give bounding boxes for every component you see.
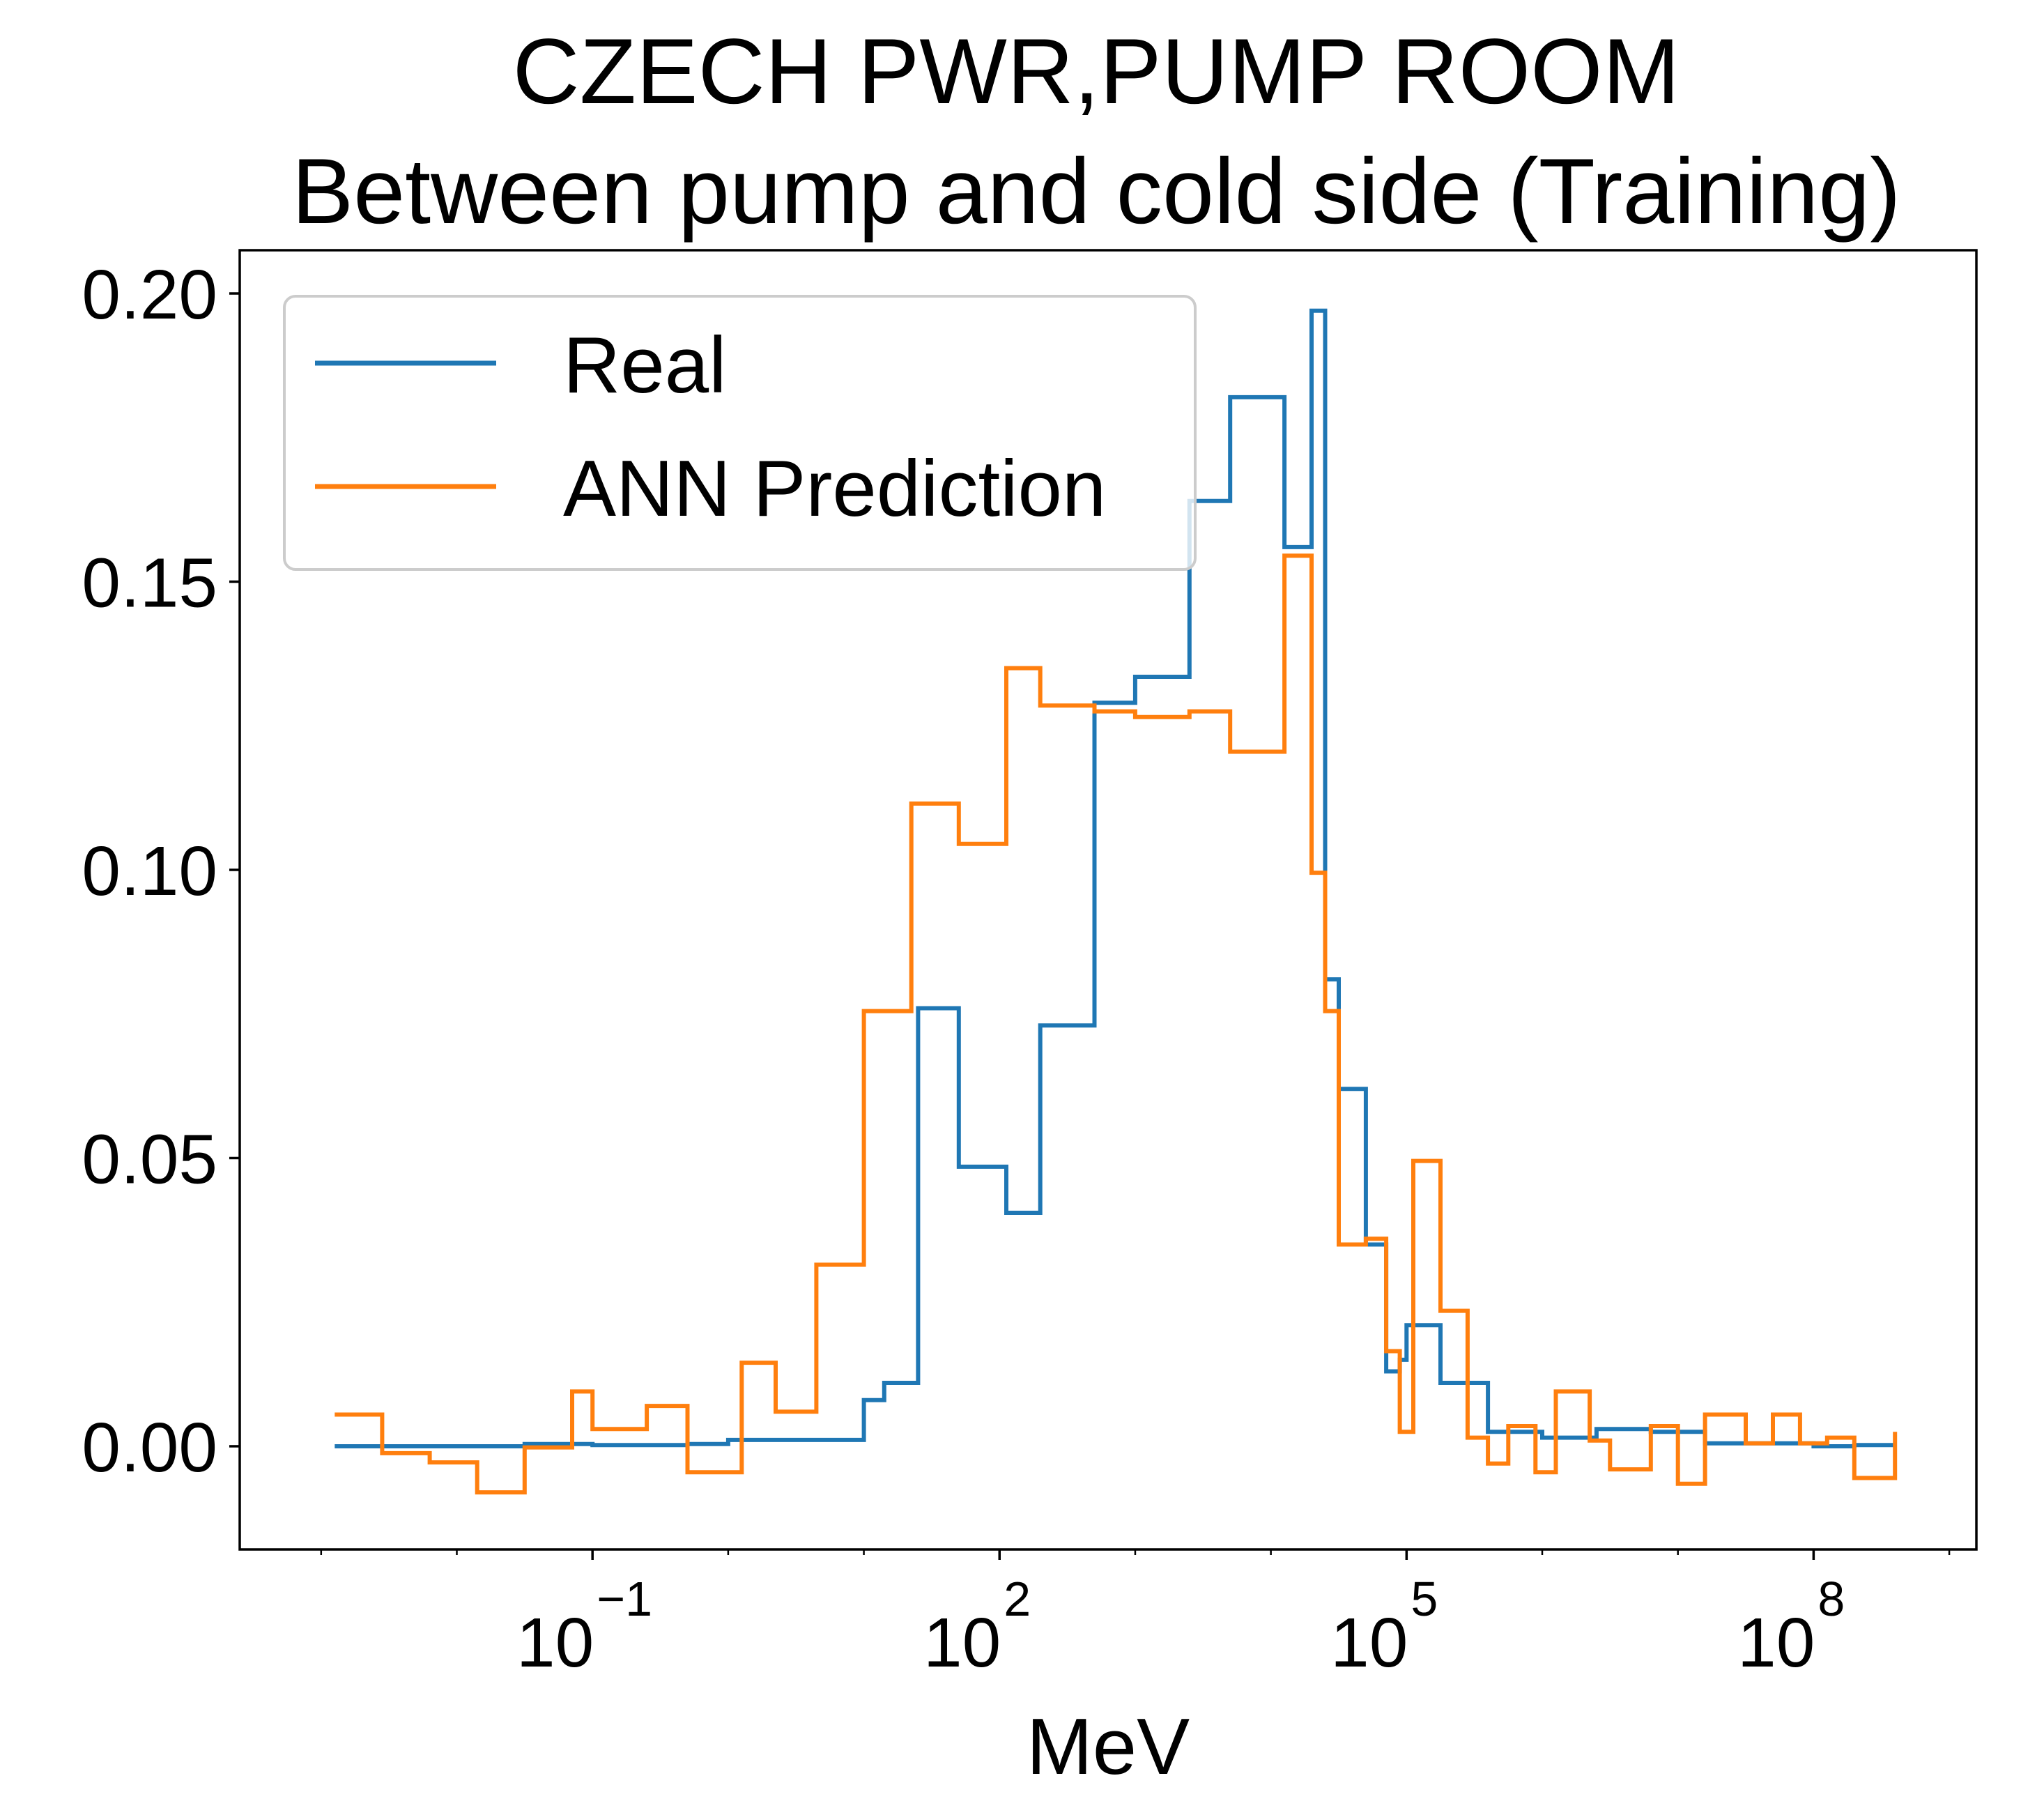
- x-tick-label-exponent: 5: [1411, 1572, 1438, 1626]
- legend: Real ANN Prediction: [283, 295, 1197, 571]
- x-axis-label: MeV: [1027, 1703, 1190, 1791]
- y-tick-label: 0.00: [82, 1409, 217, 1487]
- series-ann-prediction: [335, 553, 1898, 1495]
- legend-label-ann-prediction: ANN Prediction: [563, 445, 1106, 533]
- y-tick-label: 0.05: [82, 1120, 217, 1198]
- x-tick-label-exponent: 8: [1818, 1572, 1845, 1626]
- x-tick-label-base: 10: [516, 1604, 594, 1682]
- x-tick-label-exponent: 2: [1004, 1572, 1031, 1626]
- x-tick-label-exponent: −1: [597, 1572, 652, 1626]
- series-real: [335, 308, 1896, 1448]
- y-tick-label: 0.15: [82, 544, 217, 622]
- series-layer: [335, 308, 1898, 1495]
- legend-box: [283, 295, 1197, 571]
- chart-title-line-1: CZECH PWR,PUMP ROOM: [513, 20, 1680, 123]
- y-tick-label: 0.20: [82, 256, 217, 334]
- x-tick-label-base: 10: [923, 1604, 1001, 1682]
- legend-label-real: Real: [563, 321, 726, 410]
- x-tick-label-base: 10: [1737, 1604, 1815, 1682]
- y-tick-label: 0.10: [82, 832, 217, 910]
- chart-title-line-2: Between pump and cold side (Training): [291, 140, 1900, 243]
- plot-frame: [238, 249, 1978, 1551]
- x-tick-label-base: 10: [1330, 1604, 1408, 1682]
- series-line-real: [335, 308, 1896, 1448]
- series-line-ann-prediction: [335, 553, 1898, 1495]
